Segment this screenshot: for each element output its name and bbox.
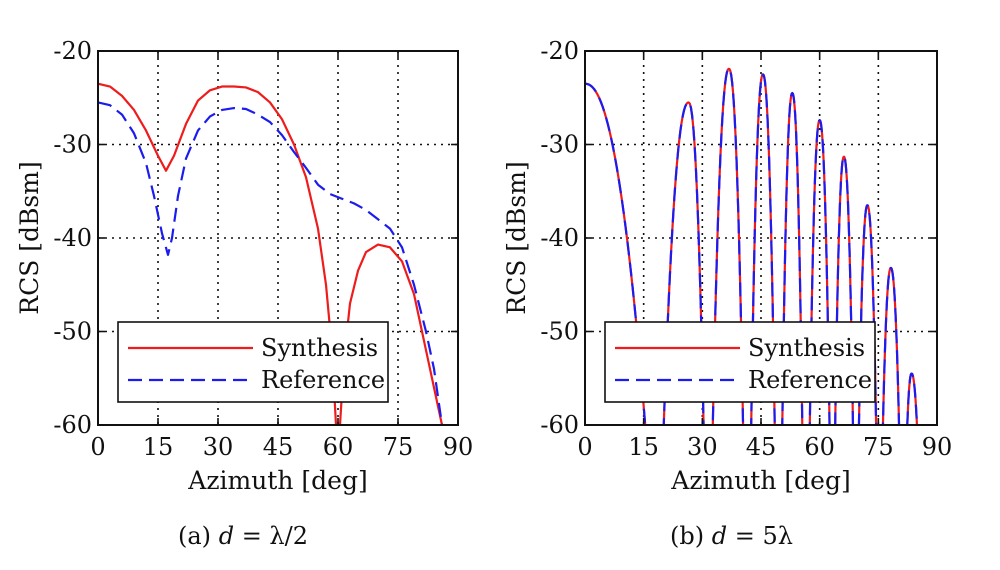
legend-label-synthesis: Synthesis [748, 334, 865, 362]
x-tick-label: 45 [746, 433, 777, 461]
x-tick-label: 30 [203, 433, 234, 461]
legend-label-synthesis: Synthesis [261, 334, 378, 362]
x-axis-label: Azimuth [deg] [670, 466, 850, 495]
x-tick-label: 45 [263, 433, 294, 461]
x-tick-label: 90 [443, 433, 474, 461]
caption-a-var: d [218, 522, 235, 550]
y-tick-label: -40 [540, 224, 579, 252]
caption-b-prefix: (b) [670, 522, 705, 550]
y-axis-label: RCS [dBsm] [15, 161, 44, 314]
caption-a-prefix: (a) [178, 522, 212, 550]
x-tick-label: 60 [804, 433, 835, 461]
x-tick-label: 75 [383, 433, 414, 461]
x-axis-label: Azimuth [deg] [187, 466, 367, 495]
x-tick-label: 15 [628, 433, 659, 461]
series-reference [98, 101, 444, 425]
chart-panel-a: 0 15 30 45 60 75 90 -20 -30 -40 -50 -60 Azimuth [deg… [15, 37, 473, 495]
figure: 0 15 30 45 60 75 90 -20 -30 -40 -50 -60 Azimuth [deg… [15, 37, 953, 495]
y-tick-label: -60 [53, 411, 92, 439]
caption-a-expr: = λ/2 [234, 522, 308, 550]
caption-b-expr: = 5λ [727, 522, 793, 550]
y-tick-label: -30 [53, 131, 92, 159]
legend-label-reference: Reference [261, 366, 385, 394]
y-tick-label: -40 [53, 224, 92, 252]
x-tick-label: 60 [323, 433, 354, 461]
caption-b: (b) d = 5λ [670, 522, 793, 550]
x-tick-label: 0 [577, 433, 592, 461]
y-tick-label: -20 [53, 37, 92, 65]
y-tick-label: -50 [53, 318, 92, 346]
x-tick-label: 15 [143, 433, 174, 461]
x-tick-label: 0 [90, 433, 105, 461]
y-tick-label: -50 [540, 318, 579, 346]
y-tick-label: -20 [540, 37, 579, 65]
legend-label-reference: Reference [748, 366, 872, 394]
chart-panel-b: 0 15 30 45 60 75 90 -20 -30 -40 -50 -60 Azimuth [deg… [502, 37, 953, 495]
series-reference [585, 67, 919, 425]
legend: Synthesis Reference [604, 321, 876, 403]
legend-box [604, 321, 876, 403]
plot-area [585, 67, 919, 425]
x-tick-label: 90 [922, 433, 953, 461]
caption-b-var: d [711, 522, 728, 550]
legend: Synthesis Reference [117, 321, 389, 403]
series-synthesis [98, 82, 444, 425]
y-tick-label: -30 [540, 131, 579, 159]
legend-box [117, 321, 389, 403]
x-tick-label: 75 [863, 433, 894, 461]
y-axis-label: RCS [dBsm] [502, 161, 531, 314]
y-tick-label: -60 [540, 411, 579, 439]
plot-area [98, 82, 444, 425]
caption-a: (a) d = λ/2 [178, 522, 308, 550]
x-tick-label: 30 [687, 433, 718, 461]
